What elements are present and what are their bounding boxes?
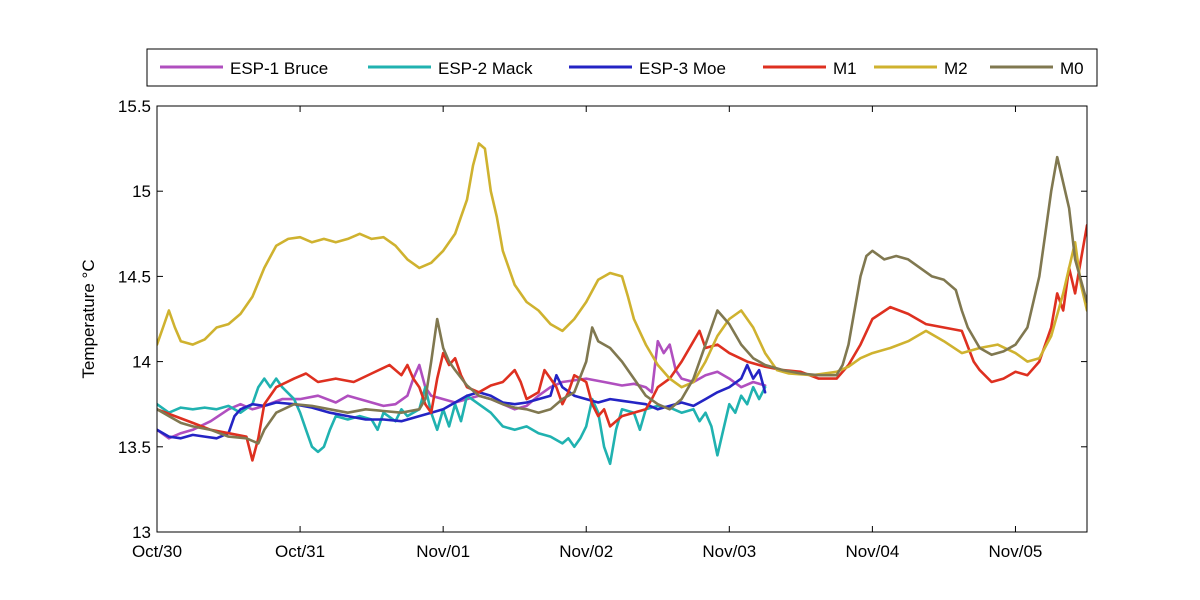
y-tick-label: 15.5 <box>118 97 151 116</box>
x-tick-label: Oct/30 <box>132 542 182 561</box>
legend-entry-esp-3-moe: ESP-3 Moe <box>569 59 726 78</box>
legend-entry-esp-1-bruce: ESP-1 Bruce <box>160 59 328 78</box>
series-line-m2 <box>157 142 1087 389</box>
y-tick-label: 13.5 <box>118 438 151 457</box>
legend: ESP-1 Bruce ESP-2 Mack ESP-3 Moe M1 M2 M0 <box>146 48 1098 87</box>
x-tick-label: Nov/05 <box>989 542 1043 561</box>
series-line-m1 <box>157 224 1087 462</box>
x-tick-label: Nov/04 <box>845 542 899 561</box>
x-tick-label: Oct/31 <box>275 542 325 561</box>
y-tick-label: 14.5 <box>118 267 151 286</box>
y-tick-label: 14 <box>132 353 151 372</box>
legend-label: M2 <box>944 59 968 78</box>
x-tick-label: Nov/01 <box>416 542 470 561</box>
x-tick-label: Nov/03 <box>702 542 756 561</box>
legend-entry-esp-2-mack: ESP-2 Mack <box>368 59 533 78</box>
y-tick-label: 15 <box>132 182 151 201</box>
series-line-esp-3-moe <box>157 363 767 440</box>
series-layer <box>157 142 1087 466</box>
series-line-m0 <box>157 155 1087 445</box>
legend-label: M1 <box>833 59 857 78</box>
legend-items: ESP-1 Bruce ESP-2 Mack ESP-3 Moe M1 M2 M0 <box>160 59 1084 78</box>
legend-label: ESP-3 Moe <box>639 59 726 78</box>
legend-label: ESP-1 Bruce <box>230 59 328 78</box>
y-axis-title: Temperature °C <box>79 259 98 378</box>
legend-entry-m1: M1 <box>763 59 857 78</box>
series-line-esp-2-mack <box>157 377 767 466</box>
legend-label: M0 <box>1060 59 1084 78</box>
x-tick-label: Nov/02 <box>559 542 613 561</box>
legend-label: ESP-2 Mack <box>438 59 533 78</box>
plot-area-frame <box>156 105 1088 533</box>
y-tick-label: 13 <box>132 523 151 542</box>
legend-entry-m2: M2 <box>874 59 968 78</box>
axis-ticks: 13 13.5 14 14.5 15 15.5 Oct/30 Oct/31 Nov/01 Nov/… <box>118 97 1087 561</box>
legend-entry-m0: M0 <box>990 59 1084 78</box>
